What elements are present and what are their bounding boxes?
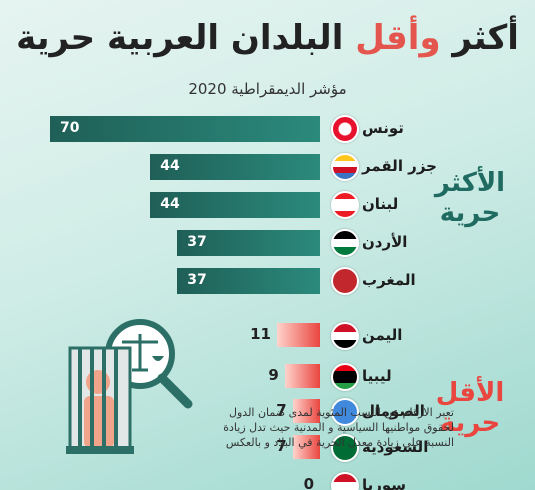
flag-icon <box>331 363 359 391</box>
data-label: 37 <box>187 234 207 250</box>
data-label: 0 <box>303 475 314 490</box>
category-label: سوريا <box>362 476 407 490</box>
flag-icon <box>331 191 359 219</box>
title-part-1: أكثر <box>440 18 519 58</box>
flag-icon <box>331 229 359 257</box>
bar <box>292 399 320 423</box>
data-label: 37 <box>187 272 207 288</box>
category-label: الأردن <box>362 233 408 251</box>
data-label: 7 <box>276 437 287 455</box>
prisoner-magnifier-illustration <box>66 319 193 454</box>
flag-icon <box>331 322 359 350</box>
category-label: جزر القمر <box>362 157 437 175</box>
bar <box>284 364 320 388</box>
category-label: المغرب <box>362 271 416 289</box>
flag-icon <box>331 472 359 490</box>
bar: 44 <box>150 154 320 180</box>
data-label: 44 <box>160 196 180 212</box>
group-label-least: الأقل حرية <box>435 378 505 438</box>
bar <box>277 323 320 347</box>
category-label: لبنان <box>362 195 399 213</box>
data-label: 44 <box>160 158 180 174</box>
explanatory-note: تعبر الارقام عن النسب المئوية لمدى ضمان … <box>223 406 454 449</box>
category-label: اليمن <box>362 326 403 344</box>
flag-icon <box>331 398 359 426</box>
data-label: 9 <box>268 366 279 384</box>
data-label: 7 <box>276 401 287 419</box>
title-part-2: البلدان العربية حرية <box>16 18 356 58</box>
category-label: الصومال <box>362 402 425 420</box>
bar: 37 <box>177 230 320 256</box>
bar: 44 <box>150 192 320 218</box>
category-label: تونس <box>362 119 404 137</box>
flag-icon <box>331 153 359 181</box>
category-label: ليبيا <box>362 367 392 385</box>
group-label-most: الأكثر حرية <box>434 168 506 228</box>
flag-icon <box>331 434 359 462</box>
chart-subtitle: مؤشر الديمقراطية 2020 <box>188 80 347 98</box>
page-title: أكثر وأقل البلدان العربية حرية <box>0 18 535 58</box>
data-label: 11 <box>250 325 271 343</box>
bar: 37 <box>177 268 320 294</box>
bar: 70 <box>50 116 320 142</box>
flag-icon <box>331 267 359 295</box>
data-label: 70 <box>60 120 80 136</box>
flag-icon <box>331 115 359 143</box>
category-label: السعودية <box>362 438 429 456</box>
title-accent: وأقل <box>355 18 441 58</box>
bar <box>292 435 320 459</box>
